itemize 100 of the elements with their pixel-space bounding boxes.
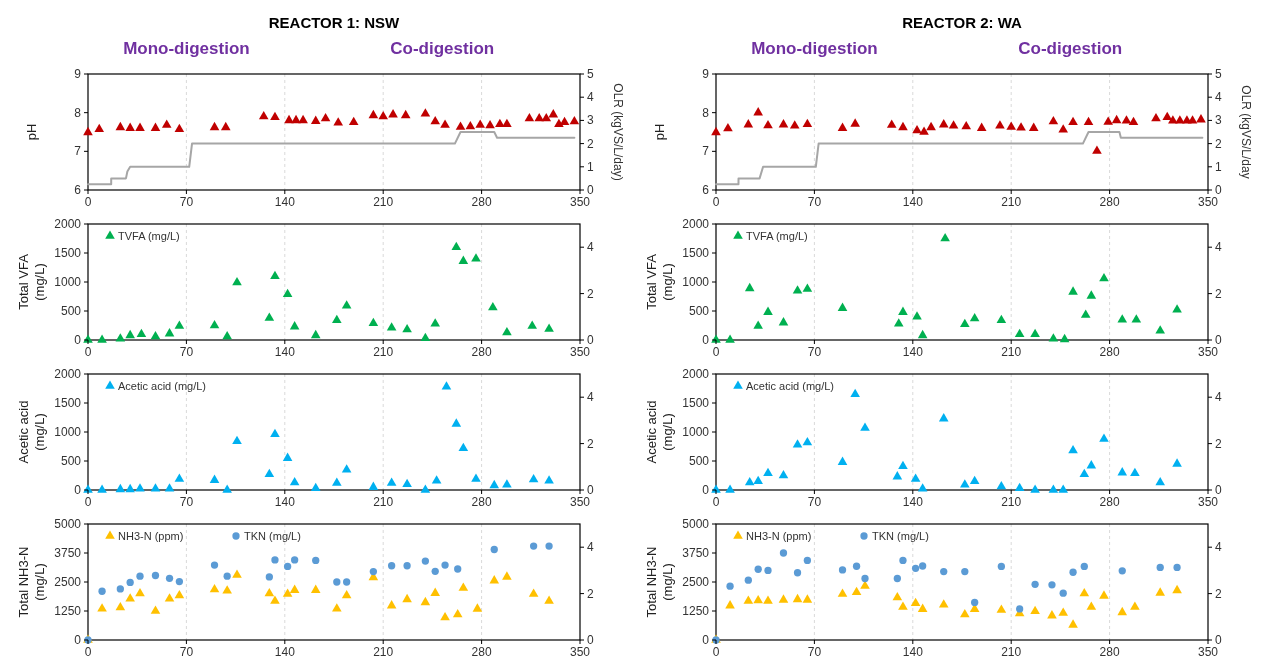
point xyxy=(1111,114,1122,124)
y-tick-label: 3750 xyxy=(54,546,82,560)
point xyxy=(136,572,144,580)
point xyxy=(270,270,280,279)
point xyxy=(431,475,442,484)
legend-label: TVFA (mg/L) xyxy=(118,230,180,242)
legend-label: NH3-N (ppm) xyxy=(746,530,812,542)
x-tick-label: 140 xyxy=(902,495,924,509)
point xyxy=(209,583,220,593)
point xyxy=(1121,115,1132,124)
point xyxy=(976,122,987,131)
point xyxy=(1118,567,1126,575)
x-tick-label: 350 xyxy=(1197,345,1219,359)
point xyxy=(502,326,512,336)
point xyxy=(430,318,441,327)
point xyxy=(779,549,788,557)
point xyxy=(320,112,331,122)
y2-tick-label: 0 xyxy=(1215,633,1222,647)
y-tick-label: 1500 xyxy=(54,246,82,260)
point xyxy=(912,124,922,134)
point xyxy=(420,332,431,342)
point xyxy=(475,119,485,128)
point xyxy=(792,439,803,448)
point xyxy=(1130,467,1140,476)
x-tick-label: 280 xyxy=(1099,345,1120,359)
point xyxy=(454,565,462,573)
y2-axis-title: OLR (kgVS/L/day xyxy=(1239,85,1253,179)
point xyxy=(837,588,848,597)
point xyxy=(726,582,734,590)
point xyxy=(996,604,1007,613)
point xyxy=(430,116,441,125)
point xyxy=(220,121,231,131)
point xyxy=(753,320,763,329)
point xyxy=(1059,333,1070,343)
y2-tick-label: 0 xyxy=(587,333,594,347)
x-tick-label: 140 xyxy=(902,195,924,209)
point xyxy=(458,442,469,452)
point xyxy=(1172,458,1182,467)
point xyxy=(164,593,175,602)
point xyxy=(271,556,279,564)
y2-tick-label: 2 xyxy=(1215,436,1222,451)
y-tick-label: 7 xyxy=(74,144,82,159)
point xyxy=(222,585,232,594)
x-tick-label: 210 xyxy=(373,195,394,209)
y2-tick-label: 0 xyxy=(1215,183,1222,197)
point xyxy=(912,311,922,320)
point xyxy=(290,556,299,564)
text: Co-digestion xyxy=(390,39,495,58)
point xyxy=(778,594,789,603)
point xyxy=(310,584,321,593)
point xyxy=(763,595,773,604)
point xyxy=(465,121,476,130)
point xyxy=(793,569,802,577)
point xyxy=(472,603,483,612)
x-tick-label: 280 xyxy=(1099,645,1120,659)
point xyxy=(502,571,512,580)
point xyxy=(368,481,379,490)
y2-tick-label: 0 xyxy=(1215,483,1222,497)
point xyxy=(743,119,754,128)
point xyxy=(850,118,860,127)
point xyxy=(1068,286,1078,295)
point xyxy=(1155,587,1166,596)
legend-label: TVFA (mg/L) xyxy=(746,230,808,242)
y2-tick-label: 3 xyxy=(587,113,594,128)
y-tick-label: 8 xyxy=(74,105,82,120)
point xyxy=(174,589,185,599)
legend-label: TKN (mg/L) xyxy=(872,530,929,542)
x-tick-label: 70 xyxy=(807,195,822,209)
y-axis-title: pH xyxy=(24,123,39,141)
y2-tick-label: 5 xyxy=(587,67,594,81)
point xyxy=(802,118,813,128)
point xyxy=(369,567,378,576)
point xyxy=(1086,460,1097,469)
y2-tick-label: 4 xyxy=(1215,390,1222,405)
point xyxy=(938,413,949,422)
point xyxy=(1068,445,1078,454)
point xyxy=(1030,605,1040,615)
point xyxy=(1048,333,1059,342)
y-tick-label: 2500 xyxy=(54,575,82,589)
y-axis-title: Total VFA (mg/L) xyxy=(16,253,47,310)
y-tick-label: 1000 xyxy=(682,275,710,289)
point xyxy=(744,476,755,486)
point xyxy=(910,597,921,607)
y-axis-title: Total NH3-N (mg/L) xyxy=(644,546,675,618)
point xyxy=(175,577,184,586)
y-tick-label: 8 xyxy=(702,105,710,120)
point xyxy=(232,435,242,445)
y2-tick-label: 5 xyxy=(1215,67,1222,81)
point xyxy=(997,562,1006,571)
point xyxy=(1028,122,1039,131)
point xyxy=(495,118,505,128)
point xyxy=(209,474,220,483)
y2-tick-label: 3 xyxy=(1215,113,1222,128)
point xyxy=(289,476,300,486)
point xyxy=(1068,116,1078,126)
y-tick-label: 0 xyxy=(74,483,82,497)
y2-tick-label: 4 xyxy=(587,90,594,105)
point xyxy=(861,574,869,583)
y2-tick-label: 2 xyxy=(1215,136,1222,151)
point xyxy=(1014,328,1025,337)
